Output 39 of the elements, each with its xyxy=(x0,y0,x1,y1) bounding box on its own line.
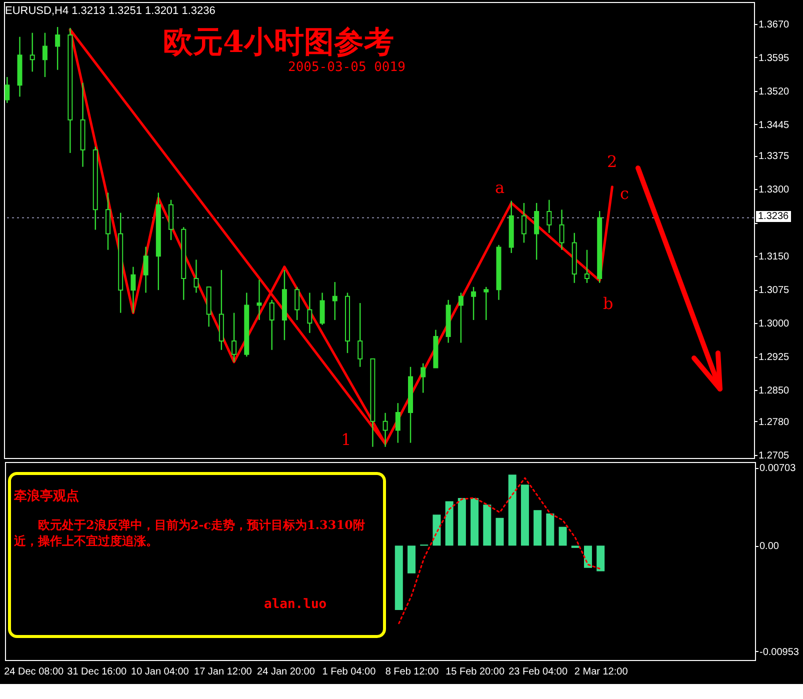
y-tick-label: 1.3595 xyxy=(758,52,790,64)
x-tick-label: 24 Dec 08:00 xyxy=(4,666,64,678)
y-tick-label: 1.2780 xyxy=(758,416,790,428)
y-tick-label: -0.00953 xyxy=(760,646,800,658)
y-tick-label: 1.3375 xyxy=(758,151,790,162)
annotation: 1 xyxy=(341,430,352,449)
text: 2005-03-05 0019 xyxy=(288,60,406,75)
note-box: 牵浪亭观点 欧元处于2浪反弹中，目前为2-c走势，预计目标为1.3310附近，操作上不宜过度追涨。 alan.luo xyxy=(8,472,386,638)
x-tick-label: 23 Feb 04:00 xyxy=(508,666,568,678)
y-tick-label: 1.3000 xyxy=(758,318,790,330)
x-tick-label: 10 Jan 04:00 xyxy=(131,666,190,678)
annotation: alan.luo xyxy=(264,597,327,612)
x-tick-label: 1 Feb 04:00 xyxy=(322,666,376,678)
y-tick-label: 1.3150 xyxy=(758,252,790,263)
x-tick-label: 24 Jan 20:00 xyxy=(257,666,316,678)
y-tick-label: 1.3300 xyxy=(758,184,790,196)
y-tick-label: 1.3670 xyxy=(758,19,790,30)
x-tick-label: 2 Mar 12:00 xyxy=(574,666,628,678)
y-tick-label: 0.00 xyxy=(760,541,780,552)
x-tick-label: 17 Jan 12:00 xyxy=(194,666,252,678)
annotation: c xyxy=(620,184,629,203)
y-tick-label: 1.2705 xyxy=(758,450,790,462)
annotation: a xyxy=(495,178,505,197)
y-tick-label: 0.00703 xyxy=(760,463,796,474)
y-tick-label: 1.2850 xyxy=(758,386,790,397)
y-tick-label: 1.3520 xyxy=(758,86,790,98)
x-tick-label: 8 Feb 12:00 xyxy=(385,666,440,678)
annotation: b xyxy=(603,294,614,313)
annotation: EURUSD,H4 1.3213 1.3251 1.3201 1.3236 xyxy=(5,5,216,17)
annotation: 2 xyxy=(607,152,618,171)
ref-line-label: 1.3236 xyxy=(756,210,791,222)
text: 欧元4小时图参考 xyxy=(163,24,394,61)
y-tick-label: 1.2925 xyxy=(758,352,790,364)
y-tick-label: 1.3445 xyxy=(758,120,790,131)
y-tick-label: 1.3075 xyxy=(758,285,790,296)
annotation: 欧元处于2浪反弹中，目前为2-c走势，预计目标为1.3310附近，操作上不宜过度追涨。 xyxy=(14,517,366,549)
annotation: 牵浪亭观点 xyxy=(14,488,79,505)
x-tick-label: 15 Feb 20:00 xyxy=(446,666,505,678)
x-tick-label: 31 Dec 16:00 xyxy=(67,666,128,678)
